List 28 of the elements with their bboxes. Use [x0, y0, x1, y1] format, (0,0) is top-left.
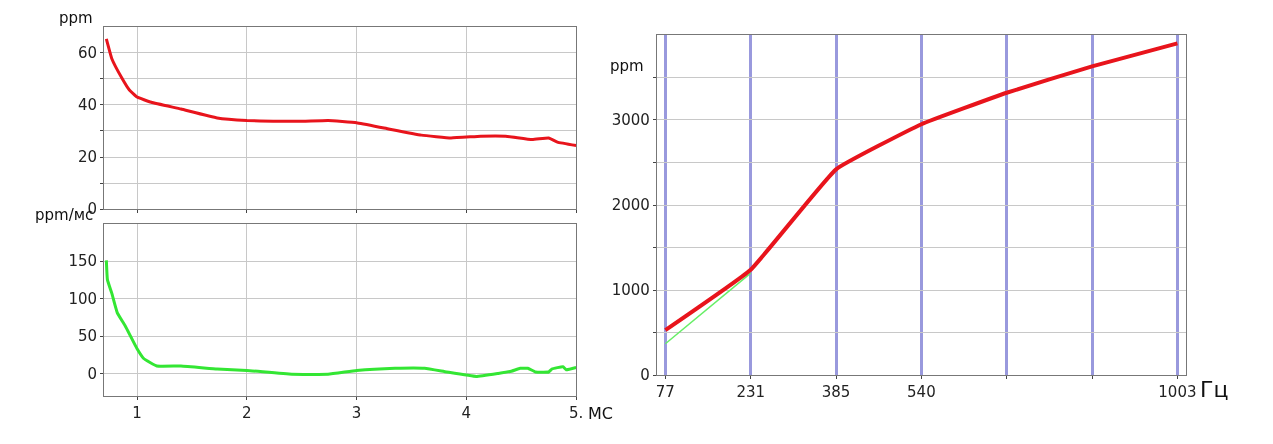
x-tick-label: 540	[907, 383, 936, 402]
y-tick-label: 2000	[611, 196, 650, 215]
x-axis-title: Гц	[1200, 377, 1229, 402]
x-tick-label: 3	[351, 403, 362, 422]
x-tick-label: 4	[461, 403, 472, 422]
y-axis-title: ppm	[610, 57, 644, 75]
y-tick-label: 60	[78, 43, 98, 62]
line-series	[104, 37, 577, 148]
x-tick-label: 231	[736, 383, 766, 402]
y-tick-label: 150	[68, 252, 98, 271]
y-tick-label: 0	[640, 366, 650, 385]
y-tick-label: 1000	[611, 281, 650, 300]
y-tick-label: 40	[78, 96, 98, 115]
line-series	[663, 41, 1180, 333]
x-axis-title: МС	[588, 404, 613, 423]
y-tick-label: 100	[68, 289, 98, 308]
y-axis-title: ppm	[59, 9, 93, 27]
y-tick-label: 50	[78, 327, 98, 346]
y-tick-label: 3000	[611, 111, 650, 130]
x-tick-label: 5.	[568, 403, 584, 422]
x-tick-label: 385	[821, 383, 851, 402]
x-tick-label: 1	[132, 403, 142, 422]
x-tick-label: 77	[655, 383, 675, 402]
line-series	[104, 258, 577, 378]
x-tick-label: 1003	[1158, 383, 1197, 402]
y-tick-label: 20	[78, 148, 98, 167]
x-tick-label: 2	[242, 403, 252, 422]
y-tick-label: 0	[87, 364, 98, 383]
